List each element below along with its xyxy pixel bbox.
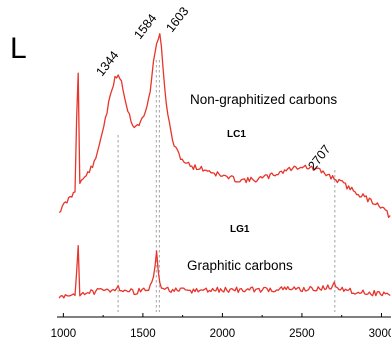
x-tick-label: 1500 — [130, 328, 156, 340]
peak-label: 1344 — [93, 48, 121, 79]
peak-labels: 1344 1584 1603 2707 — [93, 4, 333, 173]
annotation-graphitic: Graphitic carbons — [187, 258, 293, 273]
series-label-lc1: LC1 — [227, 129, 246, 140]
x-axis-ticks: 1000 1500 2000 2500 3000 — [51, 313, 391, 340]
x-tick-label: 3000 — [369, 328, 391, 340]
panel-label: L — [10, 32, 27, 65]
spectrum-line-lg1 — [58, 245, 391, 299]
spectrum-line-lc1 — [58, 33, 391, 219]
peak-label: 2707 — [305, 142, 333, 173]
peak-guide-lines — [117, 60, 336, 312]
series-label-lg1: LG1 — [230, 224, 250, 235]
plot-area — [58, 33, 391, 299]
peak-label: 1603 — [163, 4, 191, 35]
x-tick-label: 2500 — [289, 328, 315, 340]
x-tick-label: 2000 — [210, 328, 236, 340]
x-tick-label: 1000 — [51, 328, 77, 340]
peak-label: 1584 — [131, 11, 159, 42]
annotation-non-graphitized: Non-graphitized carbons — [190, 92, 337, 107]
